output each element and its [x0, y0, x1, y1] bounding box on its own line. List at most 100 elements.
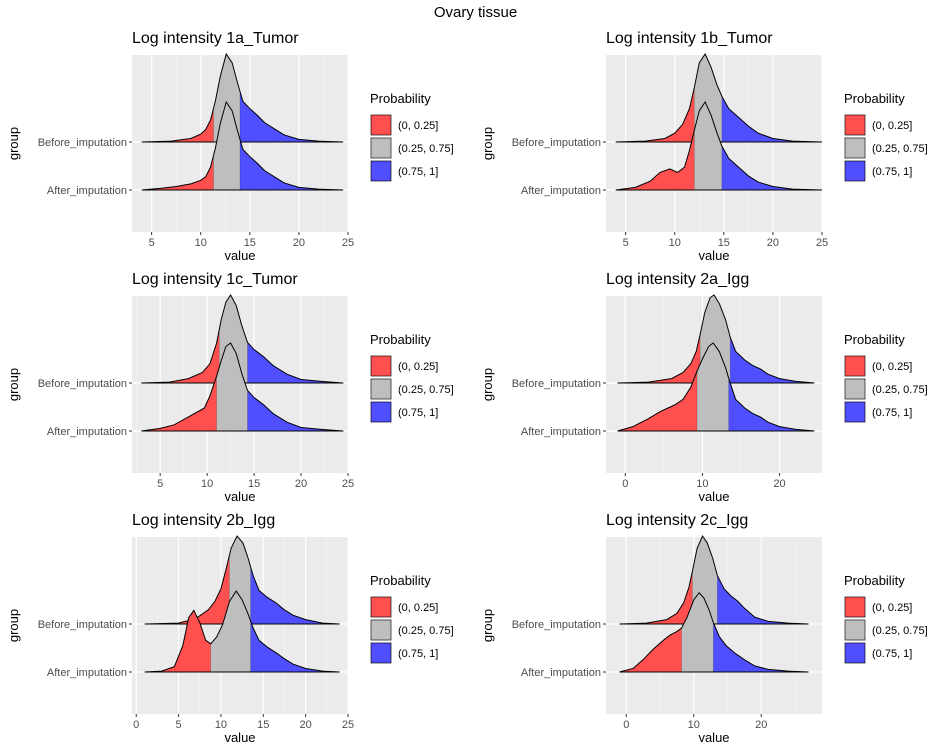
- panel-title: Log intensity 1a_Tumor: [132, 30, 299, 47]
- x-tick-label: 15: [244, 237, 256, 249]
- legend-title: Probability: [844, 91, 905, 106]
- x-tick-label: 25: [342, 719, 354, 731]
- legend-swatch: [370, 619, 392, 641]
- ridge-outline: [144, 590, 340, 673]
- ridge-outline: [144, 535, 340, 625]
- ridge-segment-1: [141, 329, 220, 383]
- legend-swatch: [370, 378, 392, 400]
- x-axis-label: value: [224, 248, 255, 263]
- panel-2: Log intensity 1b_Tumor Before_imputation A…: [480, 30, 928, 263]
- x-tick-label: 20: [773, 478, 785, 490]
- ridge-segment-1: [617, 334, 701, 383]
- x-tick-label: 15: [257, 719, 269, 731]
- y-tick-label: After_imputation: [521, 185, 601, 197]
- ridge-segment-3: [730, 337, 815, 383]
- ridge-segment-1: [141, 155, 214, 190]
- legend-title: Probability: [844, 332, 905, 347]
- y-axis-label: group: [6, 609, 21, 642]
- ridge-segment-3: [717, 575, 809, 624]
- legend-label: (0.75, 1]: [398, 166, 438, 178]
- x-tick-label: 5: [176, 719, 182, 731]
- y-tick-label: After_imputation: [521, 667, 601, 679]
- ridge-segment-2: [213, 102, 240, 190]
- x-tick-label: 10: [669, 237, 681, 249]
- x-tick-label: 10: [696, 478, 708, 490]
- legend-title: Probability: [844, 573, 905, 588]
- y-tick-label: Before_imputation: [38, 619, 127, 631]
- y-axis-label: group: [480, 127, 495, 160]
- x-tick-label: 15: [248, 478, 260, 490]
- legend-label: (0, 0.25]: [398, 120, 438, 132]
- ridge-segment-2: [681, 592, 714, 672]
- legend-label: (0, 0.25]: [872, 602, 912, 614]
- x-tick-label: 20: [295, 478, 307, 490]
- ridge-outline: [619, 592, 809, 673]
- ridge-segment-2: [210, 591, 251, 672]
- figure-title: Ovary tissue: [433, 4, 518, 21]
- x-tick-label: 0: [622, 478, 628, 490]
- legend-label: (0.25, 0.75]: [398, 143, 454, 155]
- ridge-outline: [141, 52, 344, 143]
- y-axis-label: group: [480, 609, 495, 642]
- x-axis-label: value: [224, 730, 255, 745]
- ridge-segment-1: [615, 130, 695, 190]
- y-tick-label: After_imputation: [521, 426, 601, 438]
- ridge-After_imputation: [619, 592, 809, 673]
- panel-title: Log intensity 2a_Igg: [606, 271, 749, 288]
- y-axis-label: group: [480, 368, 495, 401]
- ridge-After_imputation: [617, 342, 815, 432]
- ridge-segment-1: [141, 376, 217, 431]
- legend-swatch: [844, 642, 866, 664]
- legend-label: (0, 0.25]: [872, 120, 912, 132]
- ridge-segment-1: [141, 108, 214, 142]
- legend-swatch: [844, 378, 866, 400]
- panel-4: Log intensity 2a_Igg Before_imputation Aft…: [480, 271, 928, 504]
- ridge-segment-3: [247, 390, 344, 431]
- y-axis-label: group: [6, 368, 21, 401]
- legend: Probability (0, 0.25] (0.25, 0.75] (0.75, 1…: [370, 91, 454, 182]
- legend-swatch: [844, 137, 866, 159]
- y-tick-label: After_imputation: [47, 667, 127, 679]
- x-tick-label: 25: [816, 237, 828, 249]
- x-tick-label: 0: [133, 719, 139, 731]
- y-tick-label: Before_imputation: [38, 137, 127, 149]
- x-tick-label: 25: [342, 237, 354, 249]
- legend-swatch: [370, 401, 392, 423]
- x-tick-label: 5: [149, 237, 155, 249]
- ridge-segment-1: [619, 571, 693, 624]
- ridge-segment-3: [713, 622, 809, 672]
- legend-label: (0.25, 0.75]: [872, 384, 928, 396]
- x-tick-label: 10: [688, 719, 700, 731]
- ridge-outline: [617, 294, 815, 384]
- legend-label: (0.75, 1]: [872, 648, 912, 660]
- legend-label: (0.75, 1]: [872, 407, 912, 419]
- ridge-After_imputation: [615, 100, 823, 191]
- ridge-After_imputation: [141, 342, 344, 432]
- ridge-segment-3: [240, 139, 344, 190]
- ridge-segment-2: [694, 102, 722, 190]
- legend-swatch: [370, 355, 392, 377]
- ridge-segment-3: [250, 566, 340, 624]
- ridge-segment-3: [240, 91, 344, 142]
- y-tick-label: After_imputation: [47, 185, 127, 197]
- x-tick-label: 10: [215, 719, 227, 731]
- legend-title: Probability: [370, 332, 431, 347]
- ridge-outline: [141, 294, 344, 384]
- ridge-outline: [619, 534, 809, 625]
- y-axis-label: group: [6, 127, 21, 160]
- x-tick-label: 0: [623, 719, 629, 731]
- x-axis-label: value: [698, 489, 729, 504]
- legend-label: (0, 0.25]: [398, 361, 438, 373]
- ridge-segment-2: [697, 343, 729, 431]
- legend: Probability (0, 0.25] (0.25, 0.75] (0.75, 1…: [844, 91, 928, 182]
- x-tick-label: 20: [767, 237, 779, 249]
- legend-swatch: [370, 160, 392, 182]
- legend-swatch: [844, 160, 866, 182]
- ridge-segment-2: [216, 343, 248, 431]
- ridge-segment-1: [615, 87, 695, 142]
- legend-title: Probability: [370, 91, 431, 106]
- x-tick-label: 20: [293, 237, 305, 249]
- panel-title: Log intensity 2b_Igg: [132, 512, 275, 529]
- x-tick-label: 25: [342, 478, 354, 490]
- x-axis-label: value: [698, 248, 729, 263]
